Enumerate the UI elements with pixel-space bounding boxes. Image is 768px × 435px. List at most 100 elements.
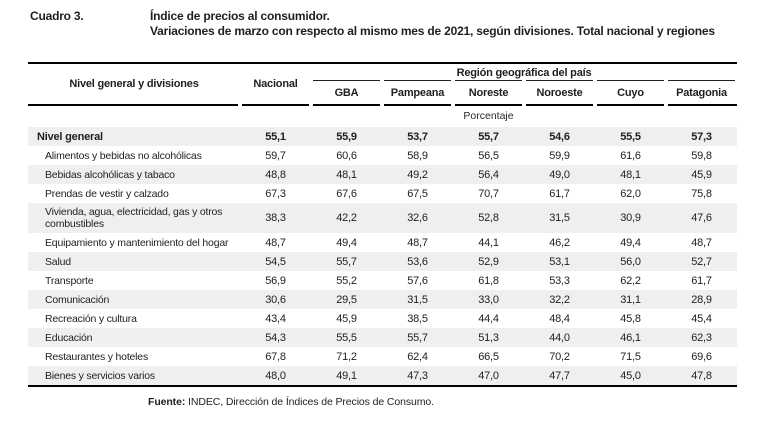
column-header-noreste: Noreste bbox=[468, 87, 509, 99]
value-cell: 60,6 bbox=[336, 149, 357, 162]
value-cell: 44,4 bbox=[478, 312, 499, 325]
value-cell: 49,4 bbox=[336, 236, 357, 249]
column-header-cuyo: Cuyo bbox=[617, 87, 644, 99]
value-cell: 62,0 bbox=[620, 187, 641, 200]
row-label: Vivienda, agua, electricidad, gas y otro… bbox=[45, 206, 223, 230]
header-rule-segment bbox=[382, 104, 453, 106]
value-cell: 48,4 bbox=[549, 312, 570, 325]
source-note: Fuente: INDEC, Dirección de Índices de P… bbox=[148, 396, 768, 408]
region-underline-segment bbox=[311, 80, 382, 81]
table-row: Salud 54,5 55,7 53,6 52,9 53,1 56,0 52,7 bbox=[28, 252, 737, 271]
column-header-region-group: Región geográfica del país bbox=[456, 67, 592, 79]
value-cell: 61,6 bbox=[620, 149, 641, 162]
value-cell: 58,9 bbox=[407, 149, 428, 162]
table-title: Índice de precios al consumidor. bbox=[150, 9, 330, 23]
table-row: Recreación y cultura 43,4 45,9 38,5 44,4 48,4… bbox=[28, 309, 737, 328]
value-cell: 70,7 bbox=[478, 187, 499, 200]
header-rule-segment bbox=[524, 104, 595, 106]
value-cell: 45,8 bbox=[620, 312, 641, 325]
table-row: Bienes y servicios varios 48,0 49,1 47,3 47,… bbox=[28, 366, 737, 385]
top-rule bbox=[28, 62, 737, 64]
value-cell: 30,6 bbox=[265, 293, 286, 306]
value-cell: 67,5 bbox=[407, 187, 428, 200]
column-header-gba: GBA bbox=[334, 87, 359, 99]
value-cell: 67,3 bbox=[265, 187, 286, 200]
value-cell: 43,4 bbox=[265, 312, 286, 325]
value-cell: 33,0 bbox=[478, 293, 499, 306]
value-cell: 66,5 bbox=[478, 350, 499, 363]
value-cell: 59,8 bbox=[691, 149, 712, 162]
table-title-block: Cuadro 3. Índice de precios al consumido… bbox=[0, 0, 768, 39]
value-cell: 59,9 bbox=[549, 149, 570, 162]
value-cell: 55,7 bbox=[407, 331, 428, 344]
row-label: Equipamiento y mantenimiento del hogar bbox=[45, 236, 229, 249]
table-row: Bebidas alcohólicas y tabaco 48,8 48,1 49,2… bbox=[28, 165, 737, 184]
row-label: Bebidas alcohólicas y tabaco bbox=[45, 168, 175, 181]
value-cell: 42,2 bbox=[336, 212, 357, 224]
value-cell: 31,1 bbox=[620, 293, 641, 306]
value-cell: 55,5 bbox=[620, 130, 641, 143]
value-cell: 62,3 bbox=[691, 331, 712, 344]
region-underline-segment bbox=[453, 80, 524, 81]
row-label: Transporte bbox=[45, 274, 94, 287]
value-cell: 55,1 bbox=[265, 130, 286, 143]
value-cell: 49,2 bbox=[407, 168, 428, 181]
value-cell: 55,5 bbox=[336, 331, 357, 344]
value-cell: 61,8 bbox=[478, 274, 499, 287]
value-cell: 52,8 bbox=[478, 212, 499, 224]
value-cell: 45,0 bbox=[620, 369, 641, 382]
value-cell: 49,4 bbox=[620, 236, 641, 249]
row-label: Bienes y servicios varios bbox=[45, 369, 155, 382]
value-cell: 56,9 bbox=[265, 274, 286, 287]
table-subtitle: Variaciones de marzo con respecto al mis… bbox=[150, 24, 715, 38]
value-cell: 47,6 bbox=[691, 212, 712, 224]
data-table: Nivel general y divisiones Nacional Regi… bbox=[28, 62, 737, 387]
value-cell: 54,6 bbox=[549, 130, 570, 143]
value-cell: 48,7 bbox=[265, 236, 286, 249]
value-cell: 38,3 bbox=[265, 212, 286, 224]
source-label: Fuente: bbox=[148, 396, 186, 408]
value-cell: 69,6 bbox=[691, 350, 712, 363]
value-cell: 48,8 bbox=[265, 168, 286, 181]
value-cell: 61,7 bbox=[549, 187, 570, 200]
source-text: INDEC, Dirección de Índices de Precios d… bbox=[185, 396, 434, 408]
value-cell: 44,0 bbox=[549, 331, 570, 344]
value-cell: 28,9 bbox=[691, 293, 712, 306]
region-underline-segment bbox=[524, 80, 595, 81]
table-header: Nivel general y divisiones Nacional Regi… bbox=[28, 64, 737, 106]
table-row: Equipamiento y mantenimiento del hogar 48… bbox=[28, 233, 737, 252]
value-cell: 53,6 bbox=[407, 255, 428, 268]
region-underline-segment bbox=[382, 80, 453, 81]
value-cell: 55,7 bbox=[336, 255, 357, 268]
row-label: Prendas de vestir y calzado bbox=[45, 187, 169, 200]
row-label: Recreación y cultura bbox=[45, 312, 137, 325]
value-cell: 71,2 bbox=[336, 350, 357, 363]
row-label: Alimentos y bebidas no alcohólicas bbox=[45, 149, 202, 162]
value-cell: 30,9 bbox=[620, 212, 641, 224]
value-cell: 46,1 bbox=[620, 331, 641, 344]
value-cell: 48,7 bbox=[691, 236, 712, 249]
table-body: Nivel general 55,1 55,9 53,7 55,7 54,6 55,5 57,… bbox=[28, 127, 737, 385]
value-cell: 61,7 bbox=[691, 274, 712, 287]
header-rule-segment bbox=[28, 104, 240, 106]
value-cell: 56,4 bbox=[478, 168, 499, 181]
value-cell: 31,5 bbox=[407, 293, 428, 306]
value-cell: 62,4 bbox=[407, 350, 428, 363]
value-cell: 54,3 bbox=[265, 331, 286, 344]
value-cell: 47,3 bbox=[407, 369, 428, 382]
value-cell: 53,1 bbox=[549, 255, 570, 268]
table-row: Transporte 56,9 55,2 57,6 61,8 53,3 62,2 61,7 bbox=[28, 271, 737, 290]
value-cell: 55,2 bbox=[336, 274, 357, 287]
value-cell: 49,1 bbox=[336, 369, 357, 382]
value-cell: 52,9 bbox=[478, 255, 499, 268]
value-cell: 75,8 bbox=[691, 187, 712, 200]
column-header-nacional: Nacional bbox=[253, 78, 298, 90]
unit-row: Porcentaje bbox=[28, 106, 737, 127]
row-label: Educación bbox=[45, 331, 93, 344]
value-cell: 48,1 bbox=[620, 168, 641, 181]
value-cell: 29,5 bbox=[336, 293, 357, 306]
value-cell: 47,0 bbox=[478, 369, 499, 382]
value-cell: 57,6 bbox=[407, 274, 428, 287]
value-cell: 38,5 bbox=[407, 312, 428, 325]
value-cell: 45,9 bbox=[691, 168, 712, 181]
